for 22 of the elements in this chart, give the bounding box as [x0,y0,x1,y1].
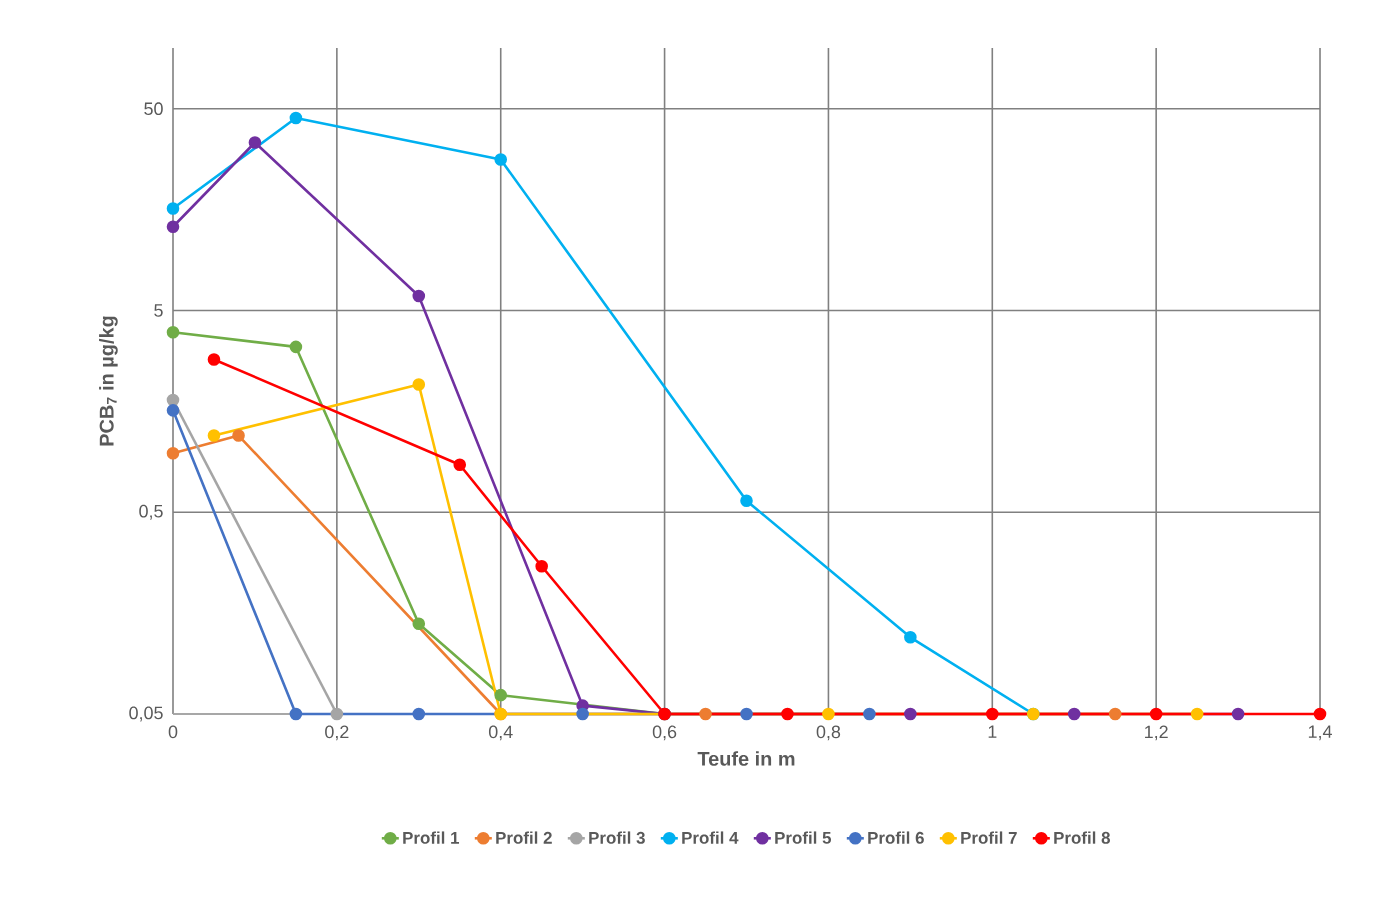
x-tick-label: 0,8 [816,725,841,741]
legend-label: Profil 4 [682,831,739,844]
x-axis-title: Teufe in m [697,751,795,766]
x-tick-label: 1 [988,725,997,738]
y-tick-label: 5 [154,304,163,317]
legend-label: Profil 5 [775,831,832,844]
legend-label: Profil 3 [589,831,645,844]
legend-label: Profil 7 [961,831,1017,844]
y-axis-title: PCB$_{7}$ in µg/kg [99,316,118,446]
legend-label: Profil 8 [1054,831,1110,844]
x-tick-label: 0 [168,725,178,739]
legend-label: Profil 6 [868,831,924,844]
x-tick-label: 0,4 [488,725,513,741]
y-tick-label: 0,5 [139,504,163,520]
x-tick-label: 0,2 [325,725,349,741]
x-tick-label: 1,2 [1145,725,1168,741]
x-tick-label: 1,4 [1308,725,1332,741]
legend-label: Profil 2 [496,831,552,844]
y-tick-label: 50 [144,102,163,116]
x-tick-label: 0,6 [652,725,677,741]
legend-label: Profil 1 [403,831,460,844]
y-tick-label: 0,05 [129,706,163,722]
